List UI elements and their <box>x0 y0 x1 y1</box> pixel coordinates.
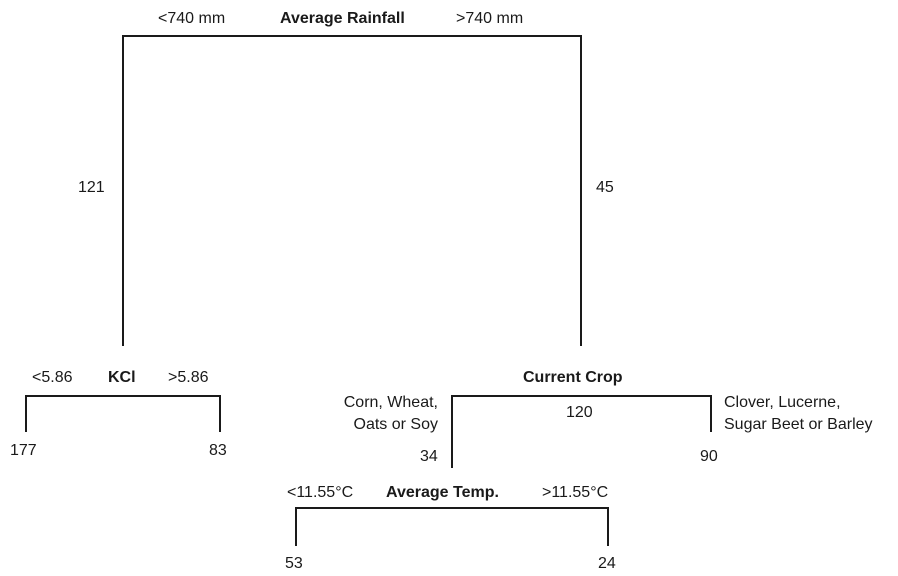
temp-split-name: Average Temp. <box>386 484 499 501</box>
kcl-right-leaf: 83 <box>209 442 227 459</box>
temp-left-condition: <11.55°C <box>287 484 354 501</box>
crop-left-value: 34 <box>420 448 438 465</box>
crop-split-name: Current Crop <box>523 369 623 386</box>
kcl-split-name: KCl <box>108 369 136 386</box>
temp-right-leaf: 24 <box>598 555 616 572</box>
kcl-left-leaf: 177 <box>10 442 37 459</box>
root-right-condition: >740 mm <box>456 10 524 27</box>
crop-node-value: 120 <box>566 404 593 421</box>
root-right-value: 45 <box>596 179 614 196</box>
kcl-left-condition: <5.86 <box>32 369 73 386</box>
crop-left-condition-line1: Corn, Wheat, <box>343 394 438 411</box>
kcl-right-condition: >5.86 <box>168 369 209 386</box>
root-split-name: Average Rainfall <box>280 10 405 27</box>
crop-left-condition-line2: Oats or Soy <box>353 416 438 433</box>
temp-right-condition: >11.55°C <box>542 484 609 501</box>
root-left-condition: <740 mm <box>158 10 226 27</box>
crop-right-leaf: 90 <box>700 448 718 465</box>
crop-right-condition-line1: Clover, Lucerne, <box>724 394 841 411</box>
crop-right-condition-line2: Sugar Beet or Barley <box>724 416 873 433</box>
root-left-value: 121 <box>78 179 105 196</box>
temp-left-leaf: 53 <box>285 555 303 572</box>
